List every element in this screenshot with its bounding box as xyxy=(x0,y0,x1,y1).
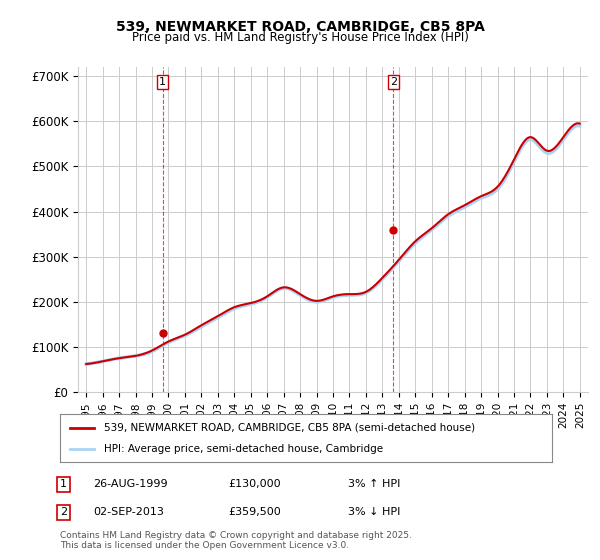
Text: 1: 1 xyxy=(159,77,166,87)
Text: 26-AUG-1999: 26-AUG-1999 xyxy=(93,479,167,489)
Text: Price paid vs. HM Land Registry's House Price Index (HPI): Price paid vs. HM Land Registry's House … xyxy=(131,31,469,44)
Point xyxy=(158,329,167,338)
Text: 539, NEWMARKET ROAD, CAMBRIDGE, CB5 8PA: 539, NEWMARKET ROAD, CAMBRIDGE, CB5 8PA xyxy=(116,20,484,34)
Text: 2: 2 xyxy=(390,77,397,87)
Text: 02-SEP-2013: 02-SEP-2013 xyxy=(93,507,164,517)
Text: HPI: Average price, semi-detached house, Cambridge: HPI: Average price, semi-detached house,… xyxy=(104,444,383,454)
Text: £359,500: £359,500 xyxy=(228,507,281,517)
Point xyxy=(389,225,398,234)
Text: 1: 1 xyxy=(60,479,67,489)
Text: 3% ↓ HPI: 3% ↓ HPI xyxy=(348,507,400,517)
Text: 539, NEWMARKET ROAD, CAMBRIDGE, CB5 8PA (semi-detached house): 539, NEWMARKET ROAD, CAMBRIDGE, CB5 8PA … xyxy=(104,423,475,433)
Text: 2: 2 xyxy=(60,507,67,517)
Text: Contains HM Land Registry data © Crown copyright and database right 2025.
This d: Contains HM Land Registry data © Crown c… xyxy=(60,530,412,550)
Text: 3% ↑ HPI: 3% ↑ HPI xyxy=(348,479,400,489)
Text: £130,000: £130,000 xyxy=(228,479,281,489)
